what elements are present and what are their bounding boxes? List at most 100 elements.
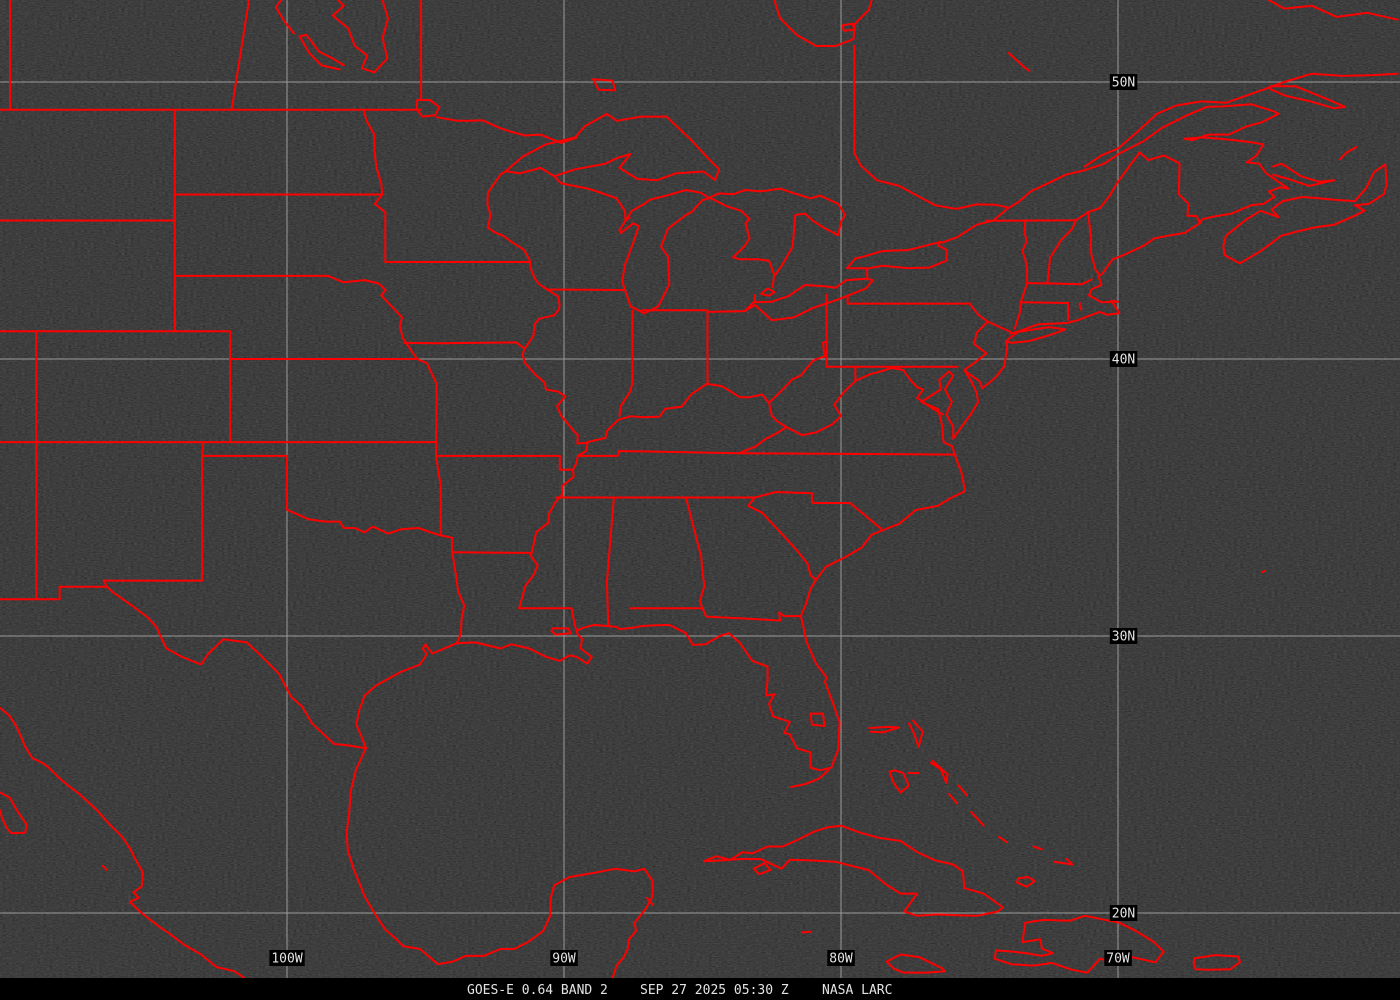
longitude-label-70W: 70W (1106, 952, 1130, 967)
map-outline-andros (888, 769, 910, 794)
map-outline-la-ms-border (518, 607, 578, 632)
map-outline-il-in-border (618, 309, 634, 417)
map-outline-ct-ma-border (1020, 301, 1070, 304)
map-outline-minnesota-ontario-border (435, 116, 578, 144)
map-outline-red-river-north (362, 108, 384, 196)
map-outline-fl-ga-border (701, 607, 802, 622)
map-outline-lake-pontchartrain (550, 627, 572, 636)
map-outline-vt-nh-border (1046, 219, 1077, 285)
map-outline-saskatchewan-manitoba (230, 0, 250, 111)
map-outline-ri-ma-ct-borders (1078, 302, 1083, 311)
map-outline-mn-sd-border (373, 193, 387, 263)
map-outline-caicos (1053, 858, 1074, 866)
latitude-label-30N: 30N (1112, 630, 1135, 645)
latitude-label-40N-backing (1109, 351, 1138, 367)
map-outline-cat-island (957, 784, 968, 797)
map-outline-nova-scotia (1222, 163, 1388, 265)
map-outline-anticosti-island (1268, 85, 1347, 110)
map-outline-cayman-islands (801, 930, 812, 934)
map-outline-coast-mid-atlantic (920, 340, 1009, 456)
map-outline-ontario-quebec-border (853, 45, 1009, 210)
map-outline-baja-california-tip (0, 791, 28, 835)
map-outline-florida-keys (790, 769, 830, 788)
map-outline-ohio-river (586, 340, 828, 444)
longitude-label-90W: 90W (552, 952, 576, 967)
map-outline-lake-champlain-ny-vt (1013, 219, 1029, 330)
map-outline-ny-pa-border (846, 295, 971, 305)
latitude-label-40N: 40N (1112, 353, 1135, 368)
map-outline-nh-me-border (1087, 211, 1100, 275)
map-outline-mo-ks-ok-ar-border (415, 358, 442, 537)
product-label: GOES-E 0.64 BAND 2 (467, 983, 608, 998)
map-outline-magdalen-islands (1338, 146, 1358, 161)
map-outline-ky-tn-border (576, 450, 741, 457)
latitude-label-50N-backing (1109, 74, 1138, 90)
map-outline-ms-al-border (605, 496, 615, 627)
map-outline-tx-ok-red-river (201, 454, 442, 537)
map-outline-lake-mistassini (1007, 51, 1031, 72)
map-outline-coast-southeast (575, 453, 967, 772)
map-outline-lake-michigan-green-bay (618, 189, 711, 315)
longitude-label-70W-backing (1104, 950, 1132, 966)
map-outline-bermuda (1261, 569, 1266, 574)
map-outline-lake-ontario (846, 240, 948, 270)
longitude-label-90W-backing (550, 950, 578, 966)
map-outline-labrador-coast (1266, 0, 1399, 21)
map-outline-lake-erie (744, 277, 874, 322)
map-outline-al-ga-border (684, 496, 706, 610)
map-outline-lake-huron-georgian-bay (708, 187, 847, 277)
map-outline-st-clair-river (771, 275, 775, 288)
map-outline-ny-nj-border (986, 320, 1011, 333)
map-outline-savannah-river (747, 496, 818, 581)
map-outline-ma-north-border (1025, 278, 1093, 286)
map-outline-st-croix-river (486, 170, 507, 229)
map-outline-ia-mo-border (403, 341, 526, 350)
map-outline-lake-st-clair (760, 287, 776, 297)
map-outline-lake-winnipeg (331, 0, 390, 74)
map-outline-coast-mexico-gulf-yucatan (345, 747, 654, 1000)
map-outline-mi-oh-border (706, 310, 747, 313)
map-outline-prince-edward-island (1272, 162, 1336, 187)
map-outline-isla-de-la-juventud (752, 862, 772, 876)
noise-texture (0, 0, 1400, 978)
map-outline-lake-okeechobee (809, 712, 826, 727)
map-outline-tx-ar-la-border (439, 534, 466, 645)
map-outline-va-nc-border (738, 452, 957, 456)
map-outline-lake-manitoba (298, 33, 345, 71)
map-outline-islas-marias (101, 864, 108, 872)
map-outline-rio-grande (106, 585, 367, 750)
map-outline-grand-bahama (868, 725, 901, 734)
map-outline-tx-nm-border (102, 441, 205, 588)
map-outline-crooked-island (997, 835, 1009, 844)
map-outline-great-inagua (1015, 876, 1036, 888)
caption-bar (0, 978, 1400, 1000)
map-outline-coast-louisiana-texas (355, 630, 593, 750)
timestamp-label: SEP 27 2025 05:30 Z (640, 983, 789, 998)
map-outline-coast-mexico-pacific (0, 707, 276, 1000)
map-outline-detroit-river (753, 294, 757, 304)
graticule-labels: 50N 40N 30N 20N 100W 90W 80W 70W (269, 74, 1138, 967)
map-outline-missouri-river-border (327, 275, 418, 360)
map-outline-mi-wi-border (553, 175, 631, 222)
credit-label: NASA LARC (822, 983, 893, 998)
map-outline-puerto-rico (1192, 954, 1241, 971)
map-outline-lake-nipigon (592, 78, 617, 92)
map-outline-cuba (702, 824, 1004, 917)
map-outline-jamaica (885, 953, 946, 974)
map-outline-wi-il-border (545, 288, 626, 291)
map-outline-quebec-north-shore (1083, 72, 1399, 168)
map-outline-wv-va-border (738, 379, 857, 455)
map-outline-delaware-river (963, 302, 989, 372)
map-outline-lake-winnipegosis (274, 0, 295, 35)
map-outline-nm-mexico-bootheel (0, 585, 108, 601)
map-outline-exuma (948, 792, 959, 805)
map-outline-maine-canada-border (1087, 151, 1201, 225)
map-outline-ar-la-border (451, 551, 533, 554)
latitude-label-30N-backing (1109, 628, 1138, 644)
longitude-label-80W-backing (827, 950, 855, 966)
map-outline-new-brunswick-coast (1183, 136, 1290, 225)
latitude-label-20N-backing (1109, 905, 1138, 921)
